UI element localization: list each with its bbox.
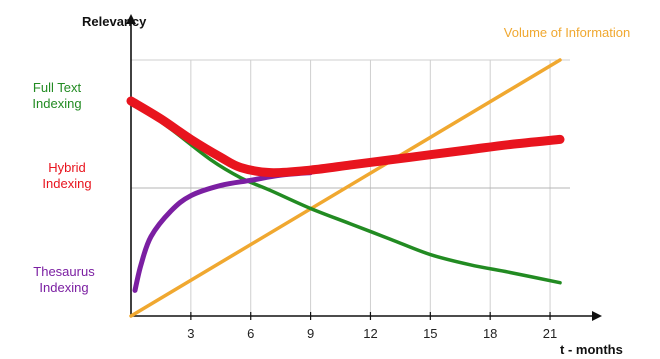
series-label-line: Full Text [33,80,82,95]
series-label-volume-of-information: Volume of Information [504,25,630,40]
series-lines [126,58,565,318]
x-tick-label-9: 9 [307,326,314,341]
axes [126,14,602,321]
x-axis-label: t - months [560,342,623,357]
series-line-full-text-indexing [129,99,562,285]
series-label-full-text-indexing: Full Text Indexing [32,80,81,111]
series-label-hybrid-indexing: Hybrid Indexing [42,160,91,191]
x-tick-label-12: 12 [363,326,377,341]
series-line-thesaurus-indexing [132,170,314,293]
x-tick-label-21: 21 [543,326,557,341]
series-label-line: Volume of Information [504,25,630,40]
x-tick-label-18: 18 [483,326,497,341]
series-label-line: Indexing [39,280,88,295]
series-label-line: Indexing [42,176,91,191]
x-tick-label-3: 3 [187,326,194,341]
series-label-line: Indexing [32,96,81,111]
y-axis-label: Relevancy [82,14,147,29]
series-label-line: Hybrid [48,160,86,175]
x-tick-label-6: 6 [247,326,254,341]
series-label-line: Thesaurus [33,264,95,279]
x-ticks: 3 6 9 12 15 18 21 [187,312,557,341]
y-axis-arrow [126,14,136,24]
series-label-thesaurus-indexing: Thesaurus Indexing [33,264,95,295]
series-line-volume-of-information [129,58,562,318]
series-line-hybrid-indexing [126,96,565,178]
x-tick-label-15: 15 [423,326,437,341]
x-axis-arrow [592,311,602,321]
